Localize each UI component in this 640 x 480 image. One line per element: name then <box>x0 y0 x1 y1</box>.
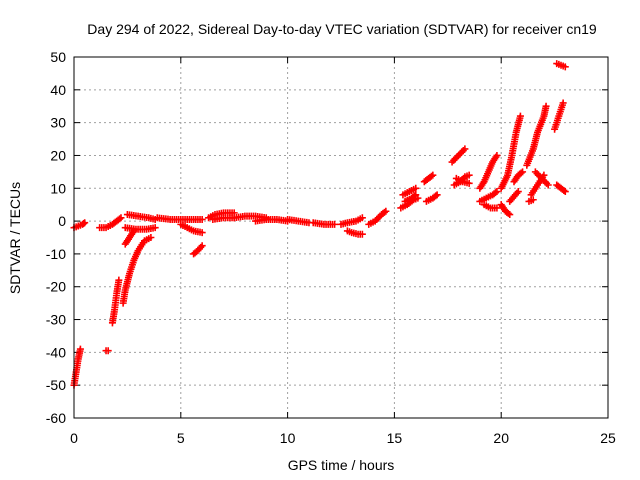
y-tick-label: 20 <box>50 147 66 163</box>
data-point <box>506 211 514 219</box>
data-points <box>70 60 569 389</box>
y-axis-label: SDTVAR / TECUs <box>7 182 23 294</box>
y-tick-label: 50 <box>50 49 66 65</box>
data-point <box>559 99 567 107</box>
data-point <box>465 171 473 179</box>
data-point <box>358 230 366 238</box>
data-point <box>493 188 501 196</box>
y-tick-label: -40 <box>46 344 66 360</box>
data-point <box>358 214 366 222</box>
data-point <box>492 189 500 197</box>
data-point <box>561 63 569 71</box>
data-point <box>429 171 437 179</box>
data-point <box>433 191 441 199</box>
data-point <box>151 224 159 232</box>
y-tick-label: -50 <box>46 377 66 393</box>
data-point <box>117 214 125 222</box>
y-tick-label: -60 <box>46 410 66 426</box>
data-point <box>412 184 420 192</box>
data-point <box>380 208 388 216</box>
data-point <box>81 219 89 227</box>
data-point <box>331 220 339 228</box>
x-axis-ticks: 0 5 10 15 20 25 <box>70 57 616 446</box>
data-point <box>432 192 440 200</box>
data-point <box>493 204 501 212</box>
data-point <box>514 188 522 196</box>
x-tick-label: 0 <box>70 430 78 446</box>
data-point <box>147 234 155 241</box>
data-point <box>410 192 418 200</box>
data-point <box>516 112 524 120</box>
data-point <box>198 215 206 223</box>
y-tick-label: -10 <box>46 246 66 262</box>
x-axis-label: GPS time / hours <box>288 457 395 473</box>
data-point <box>560 186 568 194</box>
data-point <box>461 145 469 153</box>
y-tick-label: 10 <box>50 180 66 196</box>
plot-frame <box>73 56 609 419</box>
data-point <box>115 276 123 284</box>
data-point <box>382 207 390 215</box>
x-tick-label: 25 <box>600 430 616 446</box>
data-point <box>76 345 84 353</box>
data-point <box>517 169 525 177</box>
y-tick-label: -30 <box>46 312 66 328</box>
data-point <box>116 215 124 223</box>
y-axis-ticks: -60 -50 -40 -30 -20 -10 0 10 20 30 40 50 <box>46 49 608 426</box>
x-tick-label: 5 <box>177 430 185 446</box>
y-tick-label: 40 <box>50 82 66 98</box>
x-tick-label: 10 <box>280 430 296 446</box>
data-point <box>542 102 550 110</box>
data-point <box>198 242 206 250</box>
data-point <box>519 168 527 176</box>
data-point <box>104 347 112 355</box>
data-point <box>412 191 420 199</box>
y-tick-label: 0 <box>58 213 66 229</box>
data-point <box>427 172 435 180</box>
data-point <box>465 179 473 187</box>
x-tick-label: 20 <box>493 430 509 446</box>
data-point <box>493 151 501 159</box>
chart-title: Day 294 of 2022, Sidereal Day-to-day VTE… <box>87 21 597 37</box>
data-point <box>198 229 206 237</box>
data-point <box>80 220 88 228</box>
x-tick-label: 15 <box>387 430 403 446</box>
data-point <box>561 188 569 196</box>
data-point <box>529 196 537 204</box>
y-tick-label: -20 <box>46 279 66 295</box>
data-point <box>544 181 552 189</box>
y-tick-label: 30 <box>50 115 66 131</box>
data-point <box>504 209 512 217</box>
